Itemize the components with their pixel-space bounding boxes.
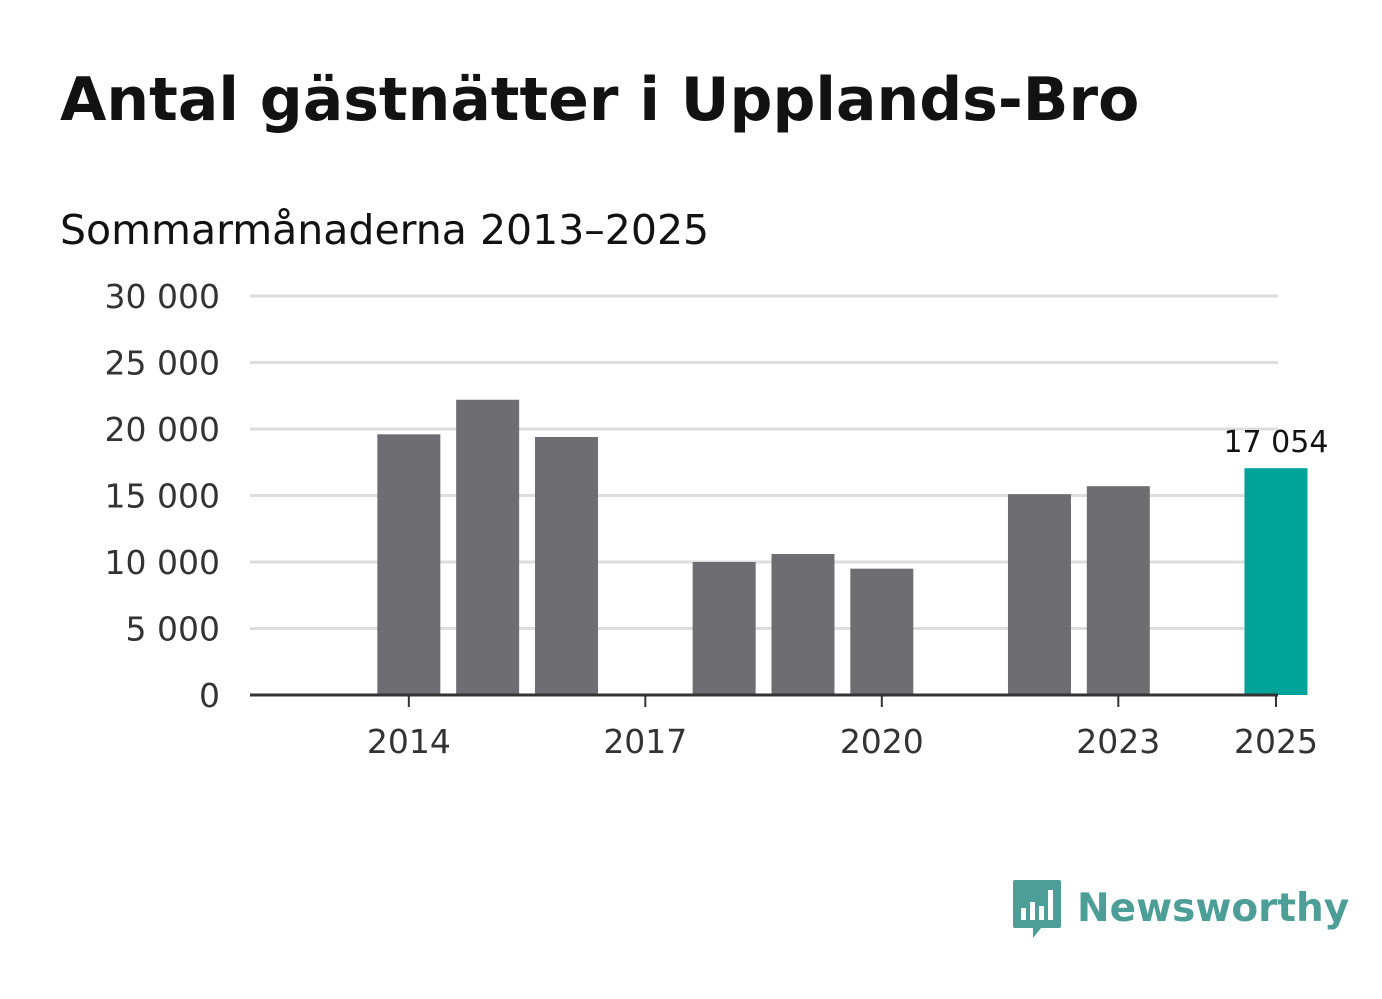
y-tick-label: 10 000 [105,543,220,582]
logo-text: Newsworthy [1077,886,1350,931]
bar-2019 [771,554,835,695]
bar-2020 [850,568,914,695]
y-tick-label: 20 000 [105,410,220,449]
bar-2023 [1086,486,1150,695]
y-tick-label: 5 000 [126,610,220,649]
x-tick-label: 2025 [1234,722,1318,761]
newsworthy-logo: Newsworthy [1011,878,1349,940]
y-axis-ticks: 0 5 000 10 000 15 000 20 000 25 000 30 000 [105,277,220,715]
x-axis-ticks: 2014 2017 2020 2023 2025 [367,695,1318,761]
y-tick-label: 25 000 [105,344,220,383]
bar-chart-speech-bubble-icon [1013,880,1061,938]
y-tick-label: 0 [199,676,220,715]
y-tick-label: 15 000 [105,477,220,516]
y-tick-label: 30 000 [105,277,220,316]
bar-2018 [692,562,756,695]
bar-2015 [456,399,520,695]
bar-2022 [1007,494,1071,695]
x-tick-label: 2014 [367,722,451,761]
data-labels: 17 054 [1223,425,1328,460]
bar-2016 [534,436,598,695]
bar-2025 [1244,468,1308,695]
chart-subtitle: Sommarmånaderna 2013–2025 [60,206,710,254]
x-tick-label: 2020 [840,722,924,761]
x-tick-label: 2023 [1076,722,1160,761]
bar-2014 [377,434,441,695]
x-tick-label: 2017 [603,722,687,761]
chart-title: Antal gästnätter i Upplands-Bro [60,65,1140,135]
data-label-2025: 17 054 [1223,425,1328,460]
bars [377,399,1308,695]
